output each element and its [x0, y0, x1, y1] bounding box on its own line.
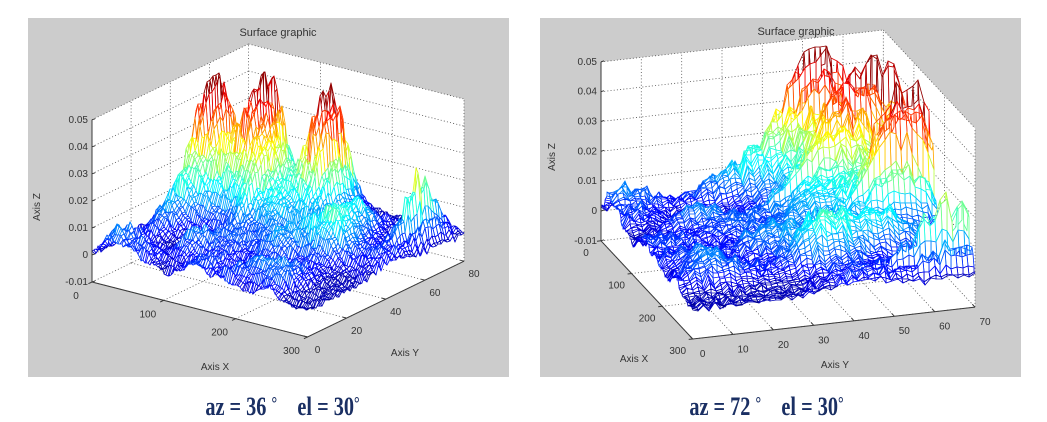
- svg-text:80: 80: [468, 269, 480, 280]
- svg-text:40: 40: [390, 307, 402, 318]
- svg-text:0.05: 0.05: [69, 115, 89, 126]
- svg-text:0.04: 0.04: [69, 142, 89, 153]
- svg-text:10: 10: [737, 344, 749, 355]
- svg-text:Axis Y: Axis Y: [821, 360, 849, 371]
- svg-text:300: 300: [669, 346, 686, 357]
- svg-text:50: 50: [899, 326, 911, 337]
- svg-text:0: 0: [315, 345, 321, 356]
- svg-text:0.01: 0.01: [578, 176, 598, 187]
- svg-text:300: 300: [283, 346, 300, 357]
- svg-text:70: 70: [979, 317, 991, 328]
- svg-text:-0.01: -0.01: [574, 236, 597, 247]
- svg-text:0: 0: [591, 206, 597, 217]
- svg-text:0.04: 0.04: [578, 87, 598, 98]
- svg-text:Axis Z: Axis Z: [547, 143, 558, 171]
- svg-text:200: 200: [211, 328, 228, 339]
- svg-text:0: 0: [73, 291, 79, 302]
- svg-text:Axis X: Axis X: [201, 362, 230, 373]
- svg-text:0.03: 0.03: [578, 117, 598, 128]
- svg-text:Axis X: Axis X: [620, 354, 649, 365]
- svg-text:0.02: 0.02: [69, 196, 89, 207]
- svg-text:20: 20: [778, 340, 790, 351]
- svg-text:60: 60: [939, 322, 951, 333]
- svg-text:60: 60: [429, 288, 441, 299]
- svg-text:Axis Y: Axis Y: [391, 348, 419, 359]
- svg-text:0: 0: [82, 250, 88, 261]
- svg-text:40: 40: [858, 331, 870, 342]
- svg-text:100: 100: [139, 309, 156, 320]
- svg-text:0.02: 0.02: [578, 146, 598, 157]
- svg-text:-0.01: -0.01: [65, 277, 88, 288]
- svg-text:Axis Z: Axis Z: [32, 193, 43, 221]
- svg-text:Surface graphic: Surface graphic: [239, 27, 317, 39]
- svg-text:Surface graphic: Surface graphic: [757, 26, 835, 38]
- svg-text:0.05: 0.05: [578, 57, 598, 68]
- svg-text:0: 0: [700, 349, 706, 360]
- svg-text:30: 30: [818, 335, 830, 346]
- svg-text:0: 0: [583, 248, 589, 259]
- svg-text:100: 100: [608, 281, 625, 292]
- svg-text:20: 20: [351, 326, 363, 337]
- svg-text:0.01: 0.01: [69, 223, 89, 234]
- svg-text:200: 200: [639, 313, 656, 324]
- svg-text:0.03: 0.03: [69, 169, 89, 180]
